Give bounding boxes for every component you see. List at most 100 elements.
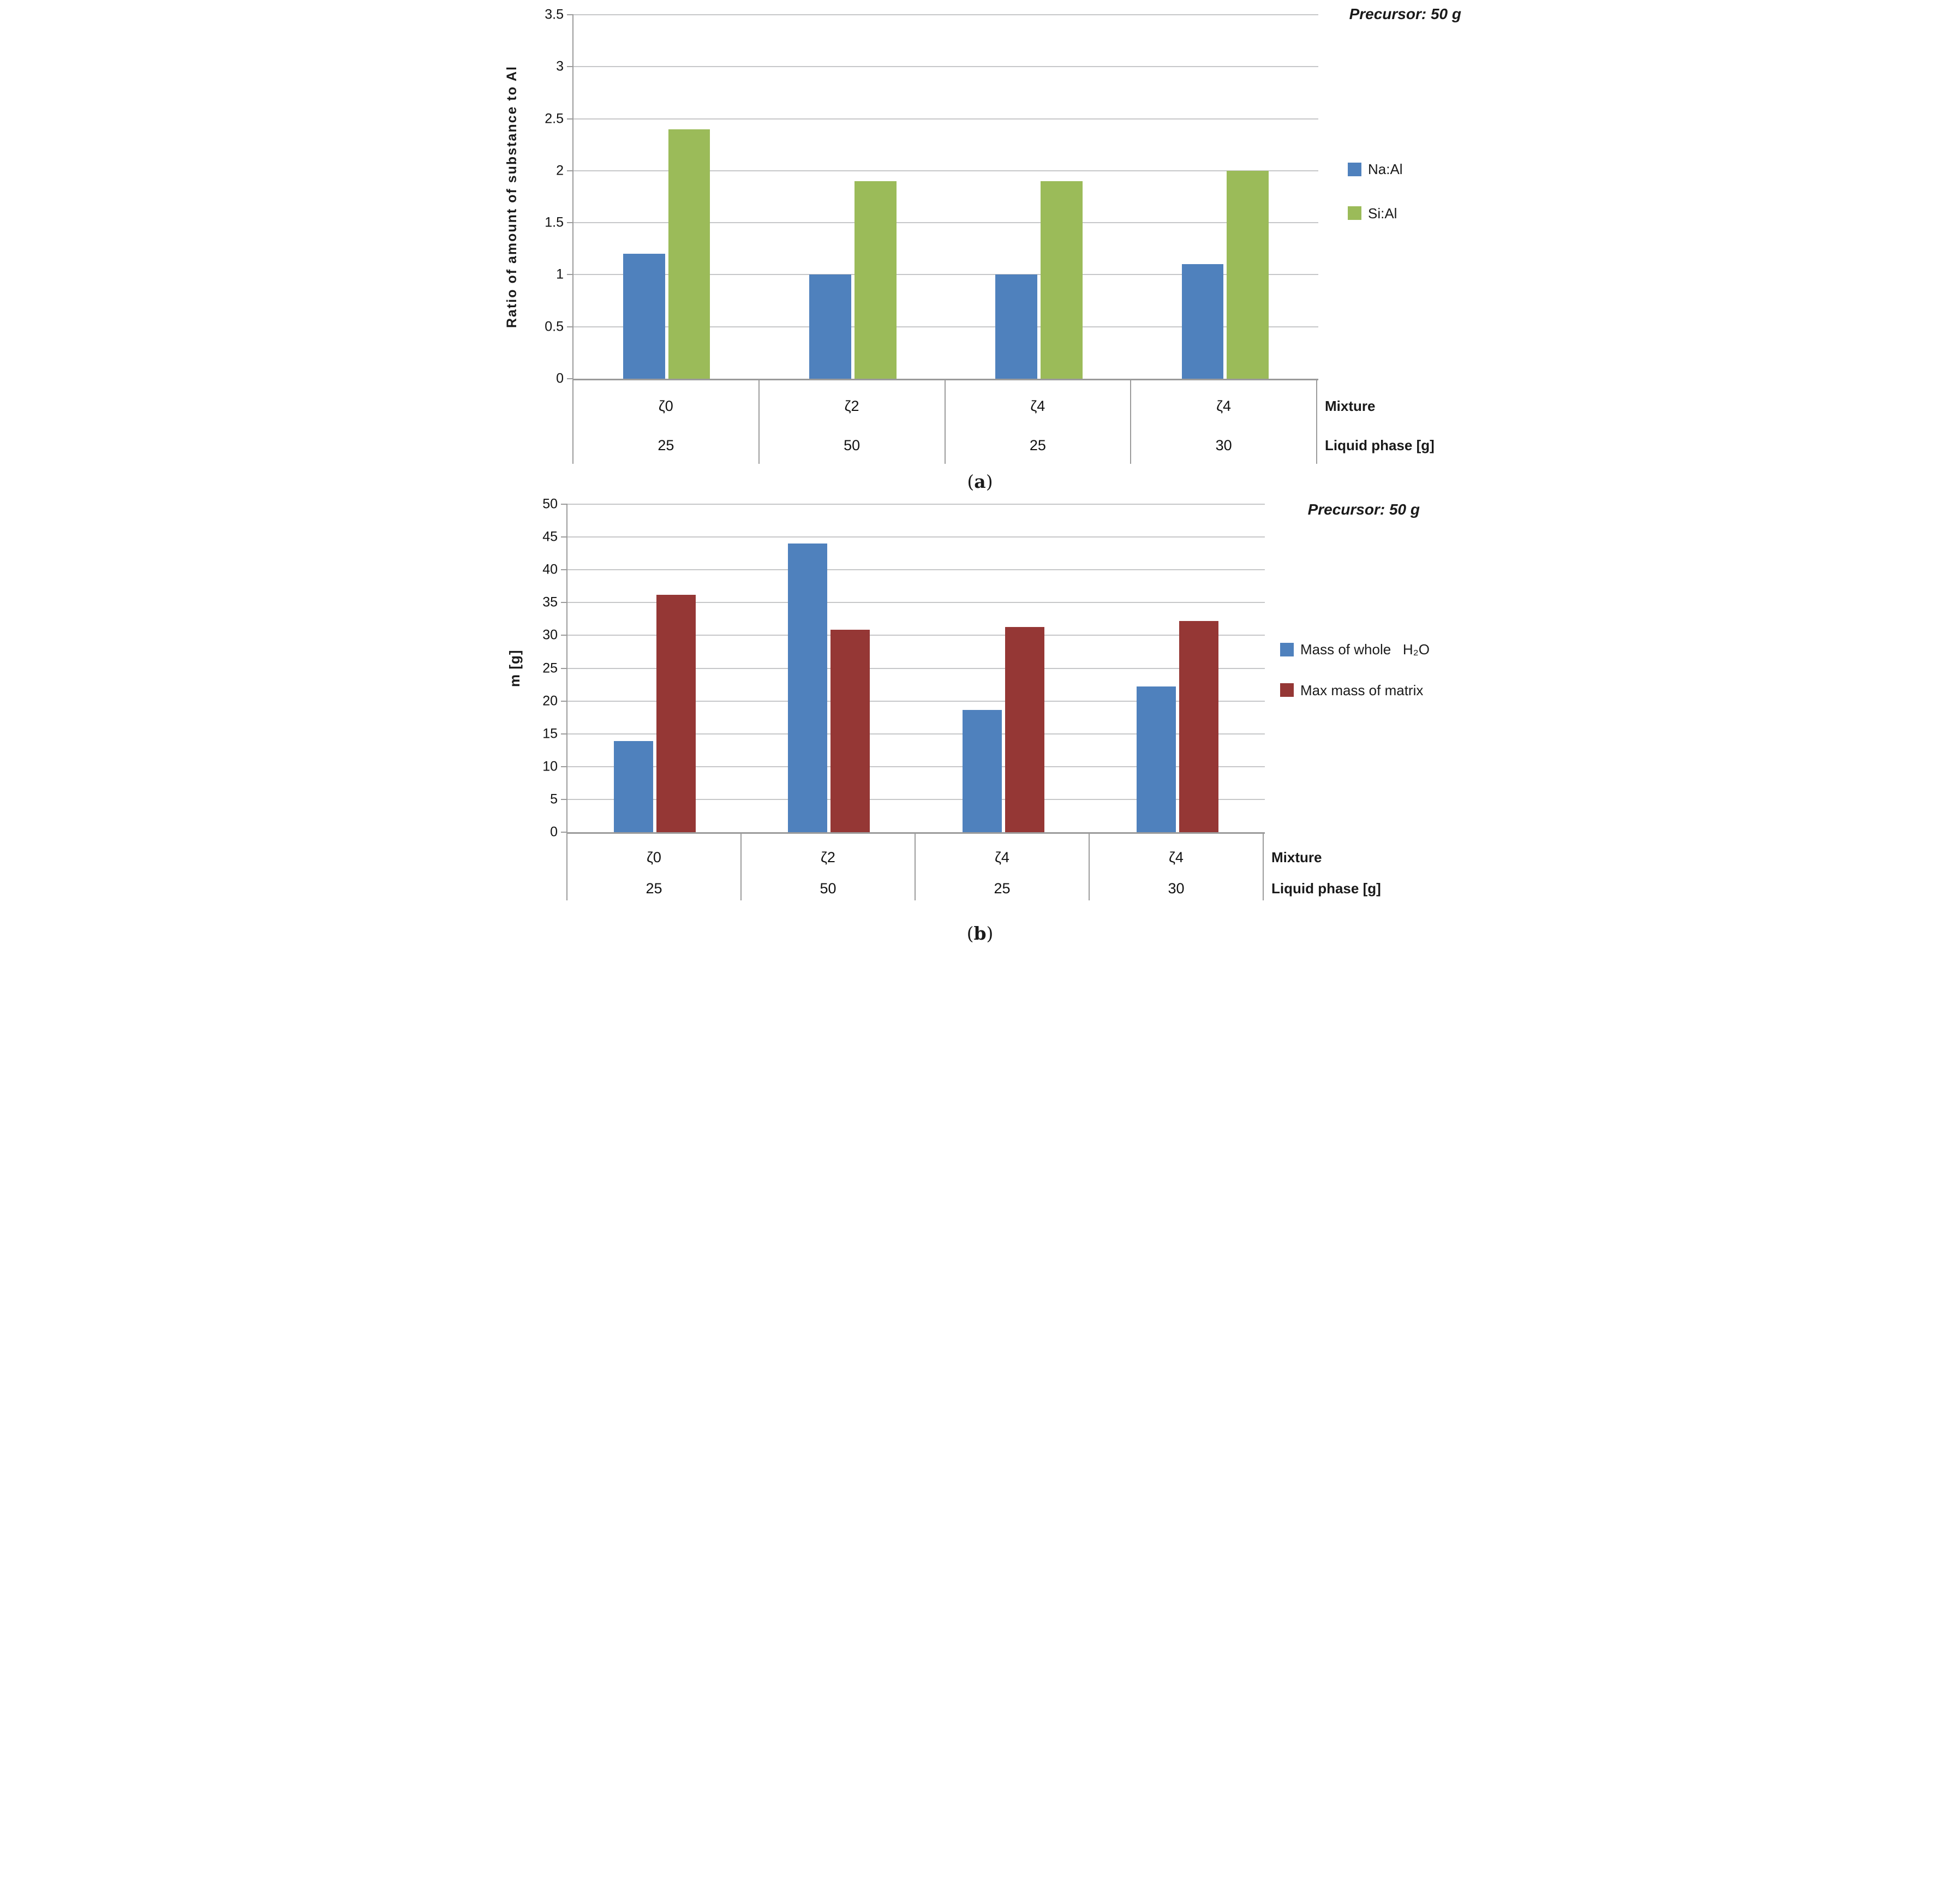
y-tickmark-2.5 xyxy=(567,118,573,120)
panel-b: Precursor: 50 g m [g] 0 5 10 15 20 25 30 35 40 45… xyxy=(490,491,1470,946)
y-tick-label-3: 3 xyxy=(556,58,564,74)
y-tickmark-15 xyxy=(561,733,567,734)
bar-max-mass-of-matrix-cat3 xyxy=(1005,626,1044,832)
bar-na:al-cat2 xyxy=(809,274,851,379)
bar-group-ζ4-30 xyxy=(1091,504,1265,832)
gridline-40 xyxy=(567,569,1265,571)
gridline-25 xyxy=(567,667,1265,669)
x-label-mixture: ζ4 xyxy=(1216,398,1232,415)
bar-na:al-cat3 xyxy=(995,274,1038,379)
y-tickmark-1.5 xyxy=(567,222,573,224)
plot-area-a: 0 0.5 1 1.5 2 2.5 3 3.5 xyxy=(545,8,1318,385)
x-label-liquid-phase: 30 xyxy=(1215,437,1232,454)
y-tickmark-2 xyxy=(567,170,573,171)
y-tickmark-0 xyxy=(567,378,573,379)
x-label-mixture: ζ4 xyxy=(1030,398,1045,415)
gridline-20 xyxy=(567,700,1265,702)
y-tick-label-35: 35 xyxy=(542,594,558,610)
gridline-15 xyxy=(567,733,1265,734)
x-category-cell: ζ0 25 xyxy=(566,832,740,900)
x-axis-note-a: Mixture Liquid phase [g] xyxy=(1325,379,1499,464)
y-tickmark-20 xyxy=(561,700,567,702)
chart-title-a: Precursor: 50 g xyxy=(1349,5,1461,22)
x-label-liquid-phase: 25 xyxy=(1029,437,1046,454)
y-tickmark-35 xyxy=(561,602,567,604)
x-axis-note-b: Mixture Liquid phase [g] xyxy=(1271,832,1446,900)
x-label-liquid-phase: 25 xyxy=(646,880,662,897)
y-tick-label-10: 10 xyxy=(542,759,558,774)
gridline-35 xyxy=(567,602,1265,604)
bars-layer xyxy=(567,504,1265,832)
y-axis-title-b: m [g] xyxy=(506,649,523,687)
y-tick-label-15: 15 xyxy=(542,726,558,742)
legend-swatch-icon xyxy=(1348,162,1361,176)
legend-swatch-icon xyxy=(1280,683,1294,697)
gridline-50 xyxy=(567,504,1265,505)
x-category-cell: ζ4 30 xyxy=(1130,379,1317,464)
caption-open: ( xyxy=(967,471,975,492)
y-tickmark-1 xyxy=(567,274,573,276)
x-label-mixture: ζ2 xyxy=(844,398,859,415)
y-tickmark-3.5 xyxy=(567,14,573,15)
x-label-liquid-phase: 30 xyxy=(1168,880,1185,897)
y-tickmark-3 xyxy=(567,66,573,68)
y-tick-label-2: 2 xyxy=(556,163,564,178)
bar-group-ζ2-50 xyxy=(742,504,917,832)
gridline-10 xyxy=(567,766,1265,767)
bar-max-mass-of-matrix-cat2 xyxy=(830,629,870,832)
bar-mass-of-whole-h₂o-cat1 xyxy=(613,741,653,832)
x-label-liquid-phase: 50 xyxy=(844,437,861,454)
caption-a: (a) xyxy=(490,473,1470,491)
y-tickmark-30 xyxy=(561,635,567,636)
y-tickmark-0 xyxy=(561,832,567,833)
bar-group-ζ4-25 xyxy=(946,15,1132,379)
panel-a: Precursor: 50 g Ratio of amount of subst… xyxy=(490,0,1470,491)
x-axis-note-liquid-phase: Liquid phase [g] xyxy=(1325,437,1435,454)
x-label-mixture: ζ4 xyxy=(1169,849,1184,865)
gridline-30 xyxy=(567,635,1265,636)
y-tick-label-1: 1 xyxy=(556,266,564,282)
legend-swatch-icon xyxy=(1348,206,1361,220)
x-label-mixture: ζ2 xyxy=(821,849,835,865)
bar-max-mass-of-matrix-cat1 xyxy=(656,594,696,832)
caption-close: ) xyxy=(986,923,994,944)
legend-a: Na:Al Si:Al xyxy=(1348,162,1403,221)
caption-open: ( xyxy=(966,923,974,944)
y-tick-label-0.5: 0.5 xyxy=(545,319,564,335)
gridline-45 xyxy=(567,536,1265,538)
legend-item-na:al: Na:Al xyxy=(1348,162,1403,177)
legend-item-mass-of-whole-h₂o: Mass of whole H₂O xyxy=(1280,642,1430,658)
gridline-1 xyxy=(573,274,1318,276)
y-tick-label-45: 45 xyxy=(542,529,558,545)
legend-label: Max mass of matrix xyxy=(1300,682,1424,698)
bars-layer xyxy=(573,15,1318,379)
gridline-2 xyxy=(573,170,1318,171)
figure-page: Precursor: 50 g Ratio of amount of subst… xyxy=(490,0,1470,946)
y-tick-label-2.5: 2.5 xyxy=(545,111,564,127)
x-category-cell: ζ2 50 xyxy=(758,379,945,464)
bar-mass-of-whole-h₂o-cat4 xyxy=(1137,686,1176,832)
y-tick-label-30: 30 xyxy=(542,627,558,643)
caption-letter: b xyxy=(973,923,987,944)
gridline-1.5 xyxy=(573,222,1318,224)
x-category-cell: ζ4 25 xyxy=(915,832,1089,900)
chart-title-b: Precursor: 50 g xyxy=(1307,501,1420,518)
caption-close: ) xyxy=(985,471,993,492)
legend-item-max-mass-of-matrix: Max mass of matrix xyxy=(1280,682,1430,698)
bar-group-ζ0-25 xyxy=(567,504,742,832)
bar-max-mass-of-matrix-cat4 xyxy=(1179,620,1219,832)
gridline-0.5 xyxy=(573,326,1318,327)
legend-label: Na:Al xyxy=(1368,161,1403,177)
gridline-3 xyxy=(573,66,1318,68)
x-category-cell: ζ4 30 xyxy=(1089,832,1264,900)
x-category-cell: ζ0 25 xyxy=(572,379,758,464)
bar-group-ζ0-25 xyxy=(573,15,760,379)
y-tick-label-0: 0 xyxy=(556,371,564,386)
bar-na:al-cat1 xyxy=(623,254,665,379)
y-tick-label-50: 50 xyxy=(542,496,558,512)
y-tickmark-10 xyxy=(561,766,567,767)
x-axis-note-mixture: Mixture xyxy=(1325,398,1376,415)
caption-letter: a xyxy=(974,471,986,492)
legend-b: Mass of whole H₂O Max mass of matrix xyxy=(1280,642,1430,698)
bar-si:al-cat3 xyxy=(1041,181,1083,379)
